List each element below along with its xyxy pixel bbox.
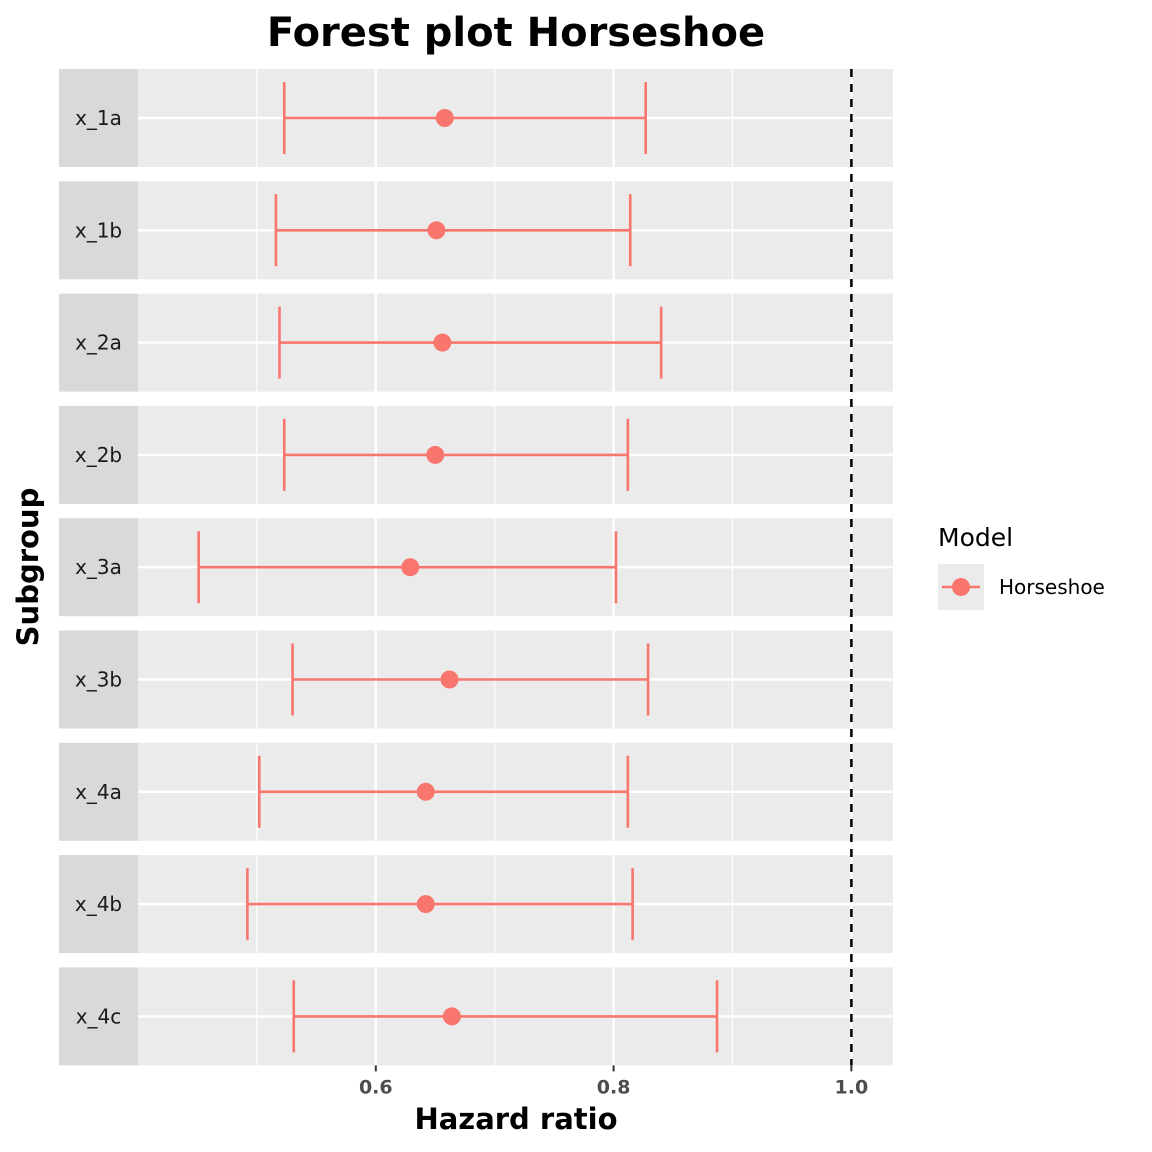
legend: Model Horseshoe (938, 523, 1105, 610)
point-estimate-x_2b (426, 445, 445, 464)
x-tick-label: 1.0 (835, 1076, 869, 1098)
strip-background (59, 181, 138, 280)
point-estimate-x_4a (416, 782, 435, 801)
panel-x_2b: x_2b (59, 405, 893, 504)
point-estimate-x_3a (401, 558, 420, 577)
strip-background (59, 518, 138, 617)
strip-label-x_1a: x_1a (75, 106, 122, 130)
point-estimate-x_4c (442, 1007, 461, 1026)
y-axis-title: Subgroup (11, 488, 45, 647)
strip-label-x_2a: x_2a (75, 331, 122, 355)
strip-label-x_4b: x_4b (75, 892, 122, 916)
point-estimate-x_1a (435, 109, 454, 127)
point-estimate-x_4b (416, 895, 435, 914)
strip-background (59, 69, 138, 167)
x-axis-ticks: 0.6 0.8 1.0 (359, 1065, 868, 1098)
point-estimate-x_3b (440, 670, 459, 689)
strip-background (59, 967, 138, 1066)
chart-title: Forest plot Horseshoe (267, 10, 765, 56)
panel-x_4b: x_4b (59, 855, 893, 954)
panel-x_1a: x_1a (59, 69, 893, 167)
x-tick-label: 0.6 (359, 1076, 393, 1098)
strip-label-x_4c: x_4c (76, 1004, 122, 1028)
strip-background (59, 293, 138, 392)
strip-label-x_4a: x_4a (75, 780, 122, 804)
strip-label-x_1b: x_1b (75, 218, 122, 242)
x-axis-title: Hazard ratio (414, 1102, 617, 1136)
legend-title: Model (938, 523, 1013, 552)
strip-background (59, 405, 138, 504)
strip-label-x_3b: x_3b (75, 668, 122, 692)
strip-background (59, 630, 138, 729)
x-tick-label: 0.8 (597, 1076, 631, 1098)
panel-x_3b: x_3b (59, 630, 893, 729)
legend-key-point (952, 578, 970, 596)
strip-background (59, 742, 138, 841)
panel-x_4c: x_4c (59, 967, 893, 1066)
panel-x_1b: x_1b (59, 181, 893, 280)
panel-x_3a: x_3a (59, 518, 893, 617)
strip-label-x_3a: x_3a (75, 555, 122, 579)
panels: x_1a x_1b x_2a x_2b x_3a x_3b x_4a x_4b x_4c (59, 69, 893, 1066)
point-estimate-x_2a (433, 333, 452, 352)
strip-label-x_2b: x_2b (75, 443, 122, 467)
legend-entry-horseshoe: Horseshoe (999, 575, 1105, 599)
point-estimate-x_1b (427, 221, 446, 240)
panel-x_2a: x_2a (59, 293, 893, 392)
strip-background (59, 855, 138, 954)
panel-x_4a: x_4a (59, 742, 893, 841)
